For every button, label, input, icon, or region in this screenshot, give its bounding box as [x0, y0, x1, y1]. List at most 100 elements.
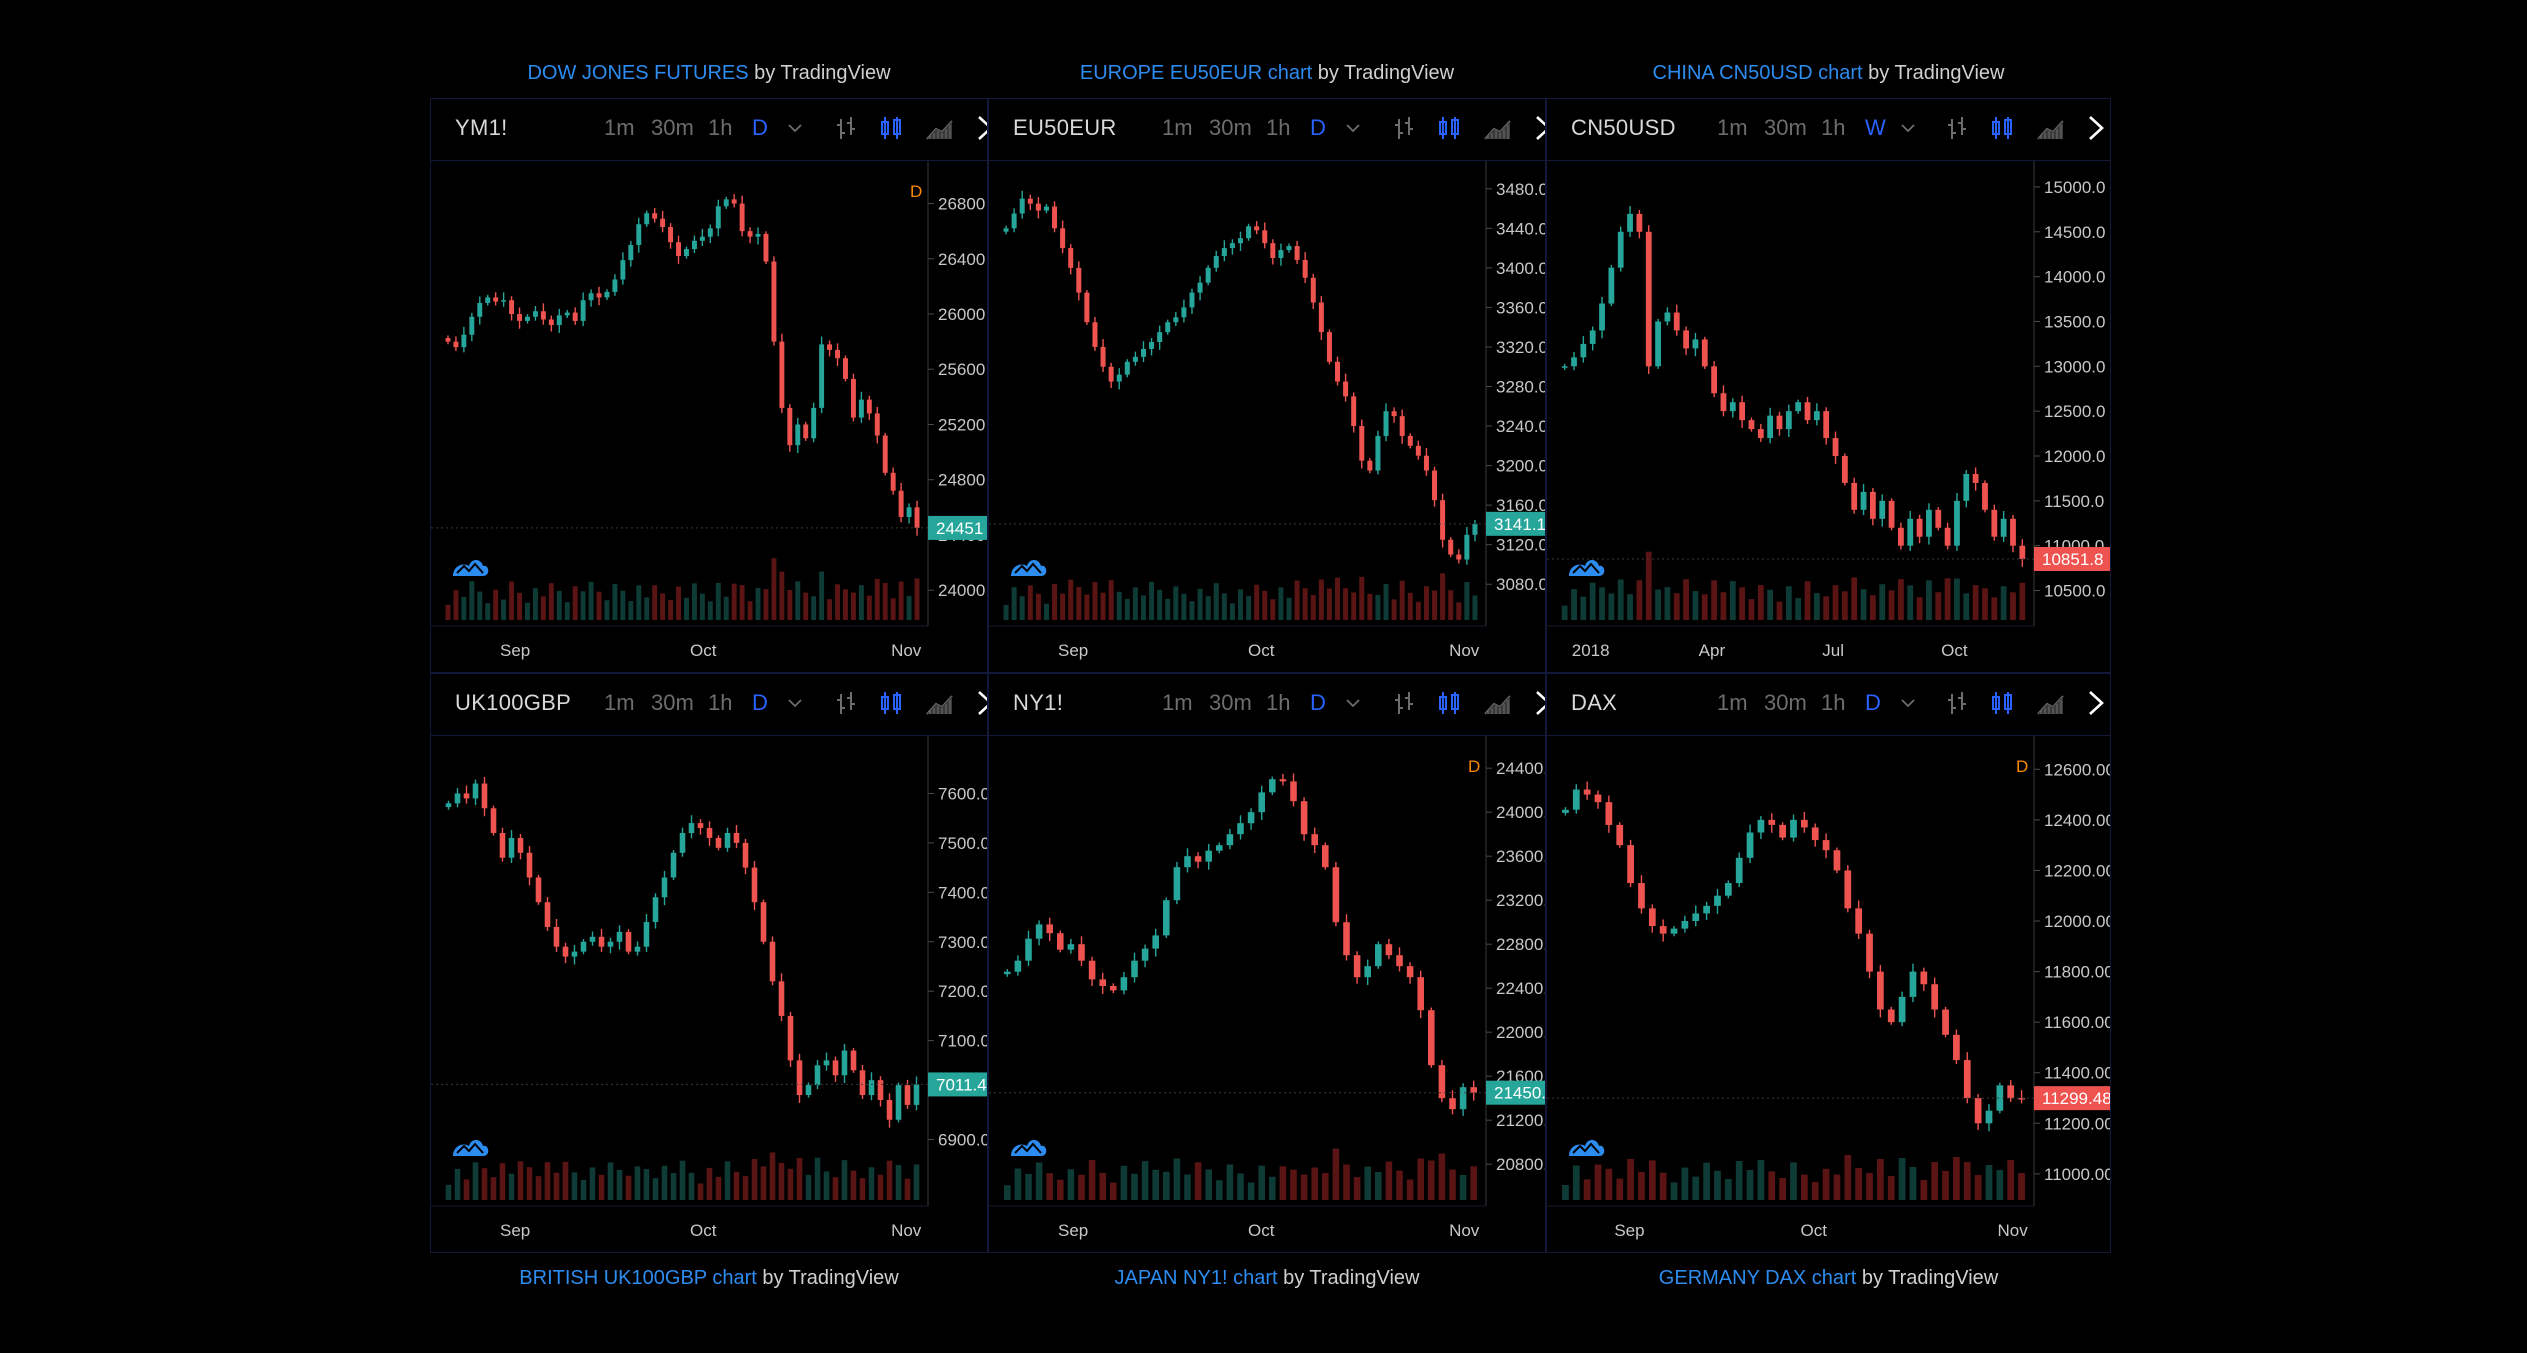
bar-chart-icon[interactable] [1389, 686, 1419, 720]
area-chart-icon[interactable] [2035, 111, 2065, 145]
timeframe-active[interactable]: D [752, 690, 768, 715]
volume-bar [1909, 1166, 1917, 1200]
caption-suffix: by TradingView [1862, 62, 2005, 84]
bar-chart-icon[interactable] [1389, 111, 1419, 145]
candlestick-chart[interactable]: 15000.0 14500.0 14000.0 13500.0 13000.0 12500… [1547, 161, 2111, 673]
timeframe-1m[interactable]: 1m [604, 690, 635, 715]
volume-bar [1866, 1172, 1873, 1200]
symbol-label[interactable]: EU50EUR [1013, 115, 1117, 140]
timeframe-1h[interactable]: 1h [1821, 115, 1846, 140]
candles-icon[interactable] [1434, 111, 1464, 145]
candle [1729, 398, 1736, 418]
caption-link[interactable]: EUROPE EU50EUR chart [1079, 62, 1313, 84]
chevron-right-icon[interactable] [2080, 111, 2110, 145]
area-chart-icon[interactable] [1482, 686, 1512, 720]
candlestick-chart[interactable]: 24400.0 24000.0 23600.0 23200.0 22800.0 22400… [989, 736, 1546, 1253]
caption-link[interactable]: DOW JONES FUTURES [527, 62, 749, 84]
symbol-label[interactable]: UK100GBP [455, 690, 572, 715]
volume-bar [1996, 1169, 2004, 1200]
candle [1343, 914, 1350, 961]
chevron-right-icon[interactable] [969, 111, 987, 145]
chart-caption: CHINA CN50USD chart by TradingView [1546, 58, 2111, 88]
timeframe-1h[interactable]: 1h [708, 115, 733, 140]
candlestick-chart[interactable]: 12600.00 12400.00 12200.00 12000.00 11800.00… [1547, 736, 2111, 1253]
chevron-down-icon[interactable] [1893, 686, 1923, 720]
bar-chart-icon[interactable] [1942, 111, 1972, 145]
timeframe-1m[interactable]: 1m [1717, 690, 1748, 715]
timeframe-1m[interactable]: 1m [604, 115, 635, 140]
area-chart-icon[interactable] [924, 111, 954, 145]
volume-bar [553, 1172, 560, 1200]
chevron-down-icon[interactable] [1338, 686, 1368, 720]
timeframe-1m[interactable]: 1m [1162, 690, 1193, 715]
candle [1417, 970, 1424, 1019]
candle [769, 936, 776, 986]
y-tick-label: 23600.0 [1496, 847, 1546, 866]
timeframe-1h[interactable]: 1h [1266, 115, 1291, 140]
bar-chart-icon[interactable] [831, 111, 861, 145]
candles-icon[interactable] [876, 686, 906, 720]
timeframe-30m[interactable]: 30m [1764, 690, 1807, 715]
caption-link[interactable]: BRITISH UK100GBP chart [519, 1267, 757, 1289]
chevron-right-icon[interactable] [1527, 111, 1545, 145]
area-chart-icon[interactable] [924, 686, 954, 720]
bar-chart-icon[interactable] [831, 686, 861, 720]
candlestick-chart[interactable]: 2680026400260002560025200248002440024000… [431, 161, 988, 673]
candle [1714, 889, 1721, 914]
caption-link[interactable]: GERMANY DAX chart [1658, 1267, 1857, 1289]
volume-bar [2007, 1159, 2015, 1200]
chevron-down-icon[interactable] [1338, 111, 1368, 145]
chevron-down-icon[interactable] [1893, 111, 1923, 145]
candle [819, 336, 825, 414]
candlestick-chart[interactable]: 3480.0 3440.0 3400.0 3360.0 3320.0 3280.0 3240… [989, 161, 1546, 673]
volume-bar [1572, 1165, 1580, 1200]
chevron-right-icon[interactable] [2080, 686, 2110, 720]
volume-bar [1383, 584, 1389, 620]
timeframe-1m[interactable]: 1m [1717, 115, 1748, 140]
timeframe-active[interactable]: D [1865, 690, 1881, 715]
volume-bar [1132, 587, 1138, 620]
volume-bar [1221, 593, 1227, 620]
symbol-label[interactable]: CN50USD [1571, 115, 1676, 140]
candle [1776, 411, 1783, 436]
timeframe-1m[interactable]: 1m [1162, 115, 1193, 140]
candle [1692, 332, 1699, 357]
timeframe-active[interactable]: W [1865, 115, 1886, 140]
candlestick-chart[interactable]: 7600.07500.07400.07300.07200.07100.07000… [431, 736, 988, 1253]
area-chart-icon[interactable] [2035, 686, 2065, 720]
y-tick-label: 12500.0 [2044, 402, 2105, 421]
timeframe-30m[interactable]: 30m [1764, 115, 1807, 140]
bar-chart-icon[interactable] [1942, 686, 1972, 720]
candle [461, 326, 467, 353]
chevron-right-icon[interactable] [1527, 686, 1545, 720]
timeframe-active[interactable]: D [1310, 690, 1326, 715]
chevron-down-icon[interactable] [780, 686, 810, 720]
timeframe-30m[interactable]: 30m [651, 690, 694, 715]
candle [1795, 399, 1802, 414]
last-price-label: 21450.0 [1494, 1084, 1546, 1103]
area-chart-icon[interactable] [1482, 111, 1512, 145]
timeframe-1h[interactable]: 1h [1821, 690, 1846, 715]
symbol-label[interactable]: YM1! [455, 115, 508, 140]
caption-link[interactable]: CHINA CN50USD chart [1652, 62, 1863, 84]
chevron-right-icon[interactable] [969, 686, 987, 720]
timeframe-30m[interactable]: 30m [651, 115, 694, 140]
caption-link[interactable]: JAPAN NY1! chart [1114, 1267, 1278, 1289]
candle [739, 195, 745, 237]
candles-icon[interactable] [1987, 111, 2017, 145]
candles-icon[interactable] [1434, 686, 1464, 720]
candles-icon[interactable] [876, 111, 906, 145]
timeframe-active[interactable]: D [752, 115, 768, 140]
timeframe-1h[interactable]: 1h [708, 690, 733, 715]
candles-icon[interactable] [1987, 686, 2017, 720]
timeframe-active[interactable]: D [1310, 115, 1326, 140]
timeframe-30m[interactable]: 30m [1209, 690, 1252, 715]
timeframe-1h[interactable]: 1h [1266, 690, 1291, 715]
candle [493, 292, 499, 306]
chevron-down-icon[interactable] [780, 111, 810, 145]
symbol-label[interactable]: DAX [1571, 690, 1618, 715]
candle [2007, 1080, 2015, 1102]
symbol-label[interactable]: NY1! [1013, 690, 1064, 715]
candle [1270, 239, 1276, 265]
timeframe-30m[interactable]: 30m [1209, 115, 1252, 140]
